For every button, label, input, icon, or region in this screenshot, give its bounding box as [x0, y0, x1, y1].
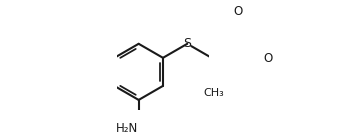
Text: O: O — [233, 5, 243, 18]
Text: S: S — [183, 37, 191, 50]
Text: O: O — [263, 52, 272, 66]
Text: H₂N: H₂N — [116, 122, 138, 135]
Text: CH₃: CH₃ — [203, 88, 224, 98]
